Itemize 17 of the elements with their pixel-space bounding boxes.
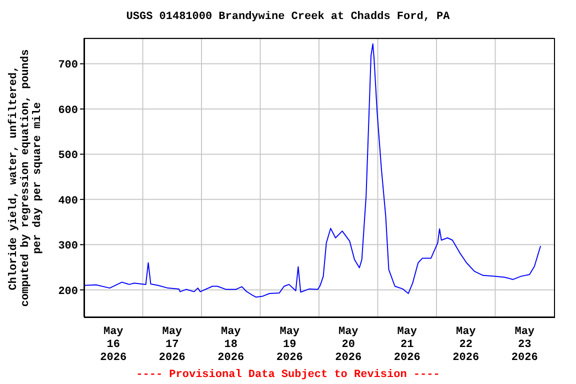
x-tick-label: May 21 2026 xyxy=(394,326,420,364)
chart-title: USGS 01481000 Brandywine Creek at Chadds Ford, PA xyxy=(125,11,451,23)
x-tick-label: May 19 2026 xyxy=(276,326,303,364)
x-tick-label: May 20 2026 xyxy=(335,326,362,364)
y-tick-label: 500 xyxy=(58,150,78,162)
x-tick-label: May 17 2026 xyxy=(158,326,186,364)
y-tick-label: 600 xyxy=(58,104,78,117)
y-tick-label: 300 xyxy=(58,240,78,253)
x-tick-label: May 23 2026 xyxy=(511,326,538,364)
y-tick-label: 200 xyxy=(58,286,78,298)
x-tick-label: May 16 2026 xyxy=(100,326,127,364)
y-tick-label: 400 xyxy=(58,195,78,208)
y-axis-title: Chloride yield, water, unfiltered, computed by regression equation, pounds per day per square mile xyxy=(8,48,44,306)
x-tick-label: May 22 2026 xyxy=(452,326,480,364)
y-tick-label: 700 xyxy=(58,60,78,72)
x-tick-label: May 18 2026 xyxy=(218,326,244,364)
text: ---- Provisional Data Subject to Revision ---- xyxy=(135,369,441,381)
